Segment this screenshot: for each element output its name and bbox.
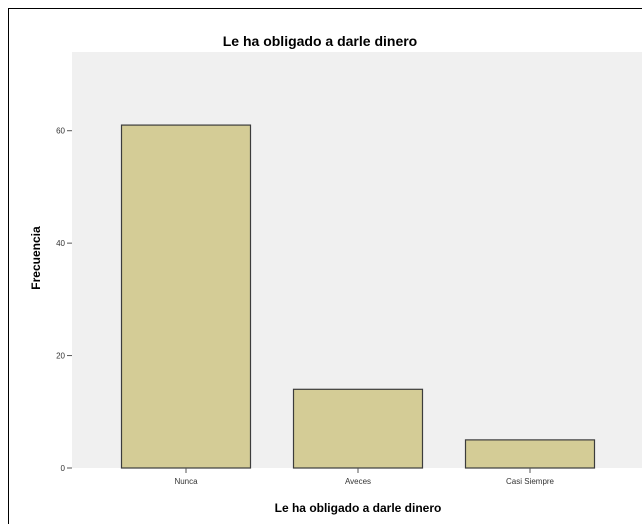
x-tick-label: Aveces <box>345 477 371 486</box>
x-axis-label: Le ha obligado a darle dinero <box>275 501 442 515</box>
x-tick-label: Casi Siempre <box>506 477 555 486</box>
chart-title: Le ha obligado a darle dinero <box>223 33 417 49</box>
x-axis: Nunca Aveces Casi Siempre <box>174 468 555 486</box>
bar-casi-siempre <box>464 439 596 469</box>
y-tick-label: 60 <box>56 127 65 136</box>
y-axis: 0 20 40 60 <box>56 127 72 473</box>
y-tick-label: 20 <box>56 352 65 361</box>
bar-nunca <box>120 124 252 469</box>
y-tick-label: 40 <box>56 239 65 248</box>
y-tick-label: 0 <box>61 464 66 473</box>
y-axis-label: Frecuencia <box>29 226 43 290</box>
x-tick-label: Nunca <box>174 477 198 486</box>
bar-aveces <box>292 388 424 469</box>
bars-group <box>120 124 596 469</box>
